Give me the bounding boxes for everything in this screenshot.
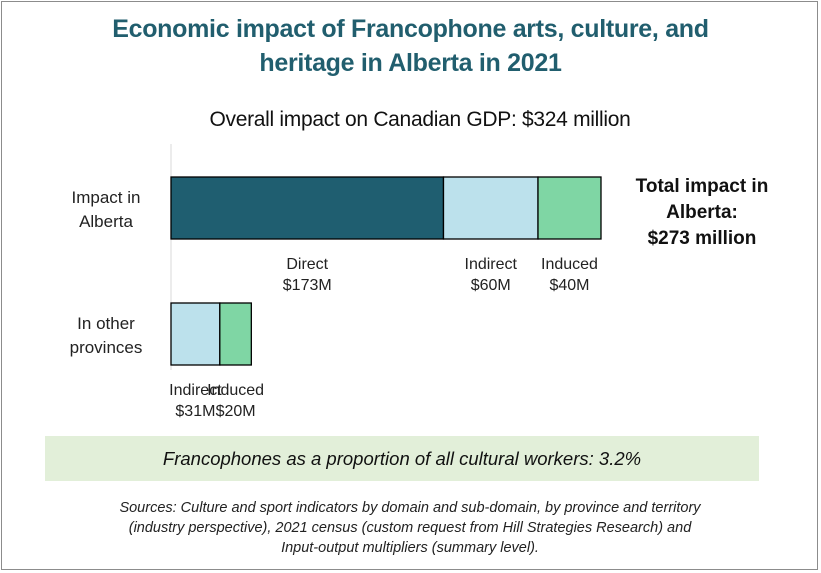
segment-name-induced-category-2: Induced — [207, 382, 264, 399]
category-label-2-line-1: In other — [77, 314, 135, 333]
bar-induced-category-2 — [219, 302, 252, 366]
segment-name-indirect-category-2: Indirect — [169, 382, 222, 399]
bar-direct-category-1 — [170, 176, 445, 240]
segment-labels-group: Direct $173M Indirect $60M Induced $40M Indire… — [169, 256, 598, 420]
category-label-2-line-2: provinces — [70, 338, 143, 357]
sources-line-1: Sources: Culture and sport indicators by… — [119, 500, 701, 516]
category-label-1-line-2: Alberta — [79, 212, 133, 231]
category-label-1-line-1: Impact in — [72, 188, 141, 207]
total-impact-alberta: Total impact in Alberta: $273 million — [612, 174, 792, 252]
segment-name-indirect-category-1: Indirect — [465, 256, 518, 273]
bar-indirect-category-1 — [442, 176, 539, 240]
total-line-3: $273 million — [647, 228, 757, 249]
sources-line-2: (industry perspective), 2021 census (cus… — [128, 520, 692, 536]
sources-note: Sources: Culture and sport indicators by… — [30, 498, 790, 558]
segment-name-induced-category-1: Induced — [541, 256, 598, 273]
total-line-2: Alberta: — [666, 202, 738, 223]
banner-text: Francophones as a proportion of all cult… — [162, 447, 642, 469]
stacked-bar-chart: Impact in Alberta In other provinces Direct… — [70, 144, 602, 420]
segment-name-direct-category-1: Direct — [286, 256, 328, 273]
chart-subtitle: Overall impact on Canadian GDP: $324 mil… — [209, 108, 631, 131]
title-line-2: heritage in Alberta in 2021 — [259, 49, 562, 77]
title-line-1: Economic impact of Francophone arts, cul… — [112, 15, 709, 43]
sources-line-3: Input-output multipliers (summary level)… — [281, 540, 539, 556]
bar-indirect-category-2 — [170, 302, 221, 366]
category-labels-group: Impact in Alberta In other provinces — [70, 188, 143, 357]
francophone-proportion-banner: Francophones as a proportion of all cult… — [45, 436, 759, 481]
bar-induced-category-1 — [537, 176, 602, 240]
segment-value-indirect-category-2: $31M — [175, 403, 215, 420]
segment-value-direct-category-1: $173M — [283, 277, 332, 294]
chart-title: Economic impact of Francophone arts, cul… — [0, 12, 821, 80]
segment-value-induced-category-2: $20M — [216, 403, 256, 420]
bars-group — [170, 176, 602, 366]
total-line-1: Total impact in — [635, 176, 769, 197]
segment-value-indirect-category-1: $60M — [471, 277, 511, 294]
segment-value-induced-category-1: $40M — [549, 277, 589, 294]
